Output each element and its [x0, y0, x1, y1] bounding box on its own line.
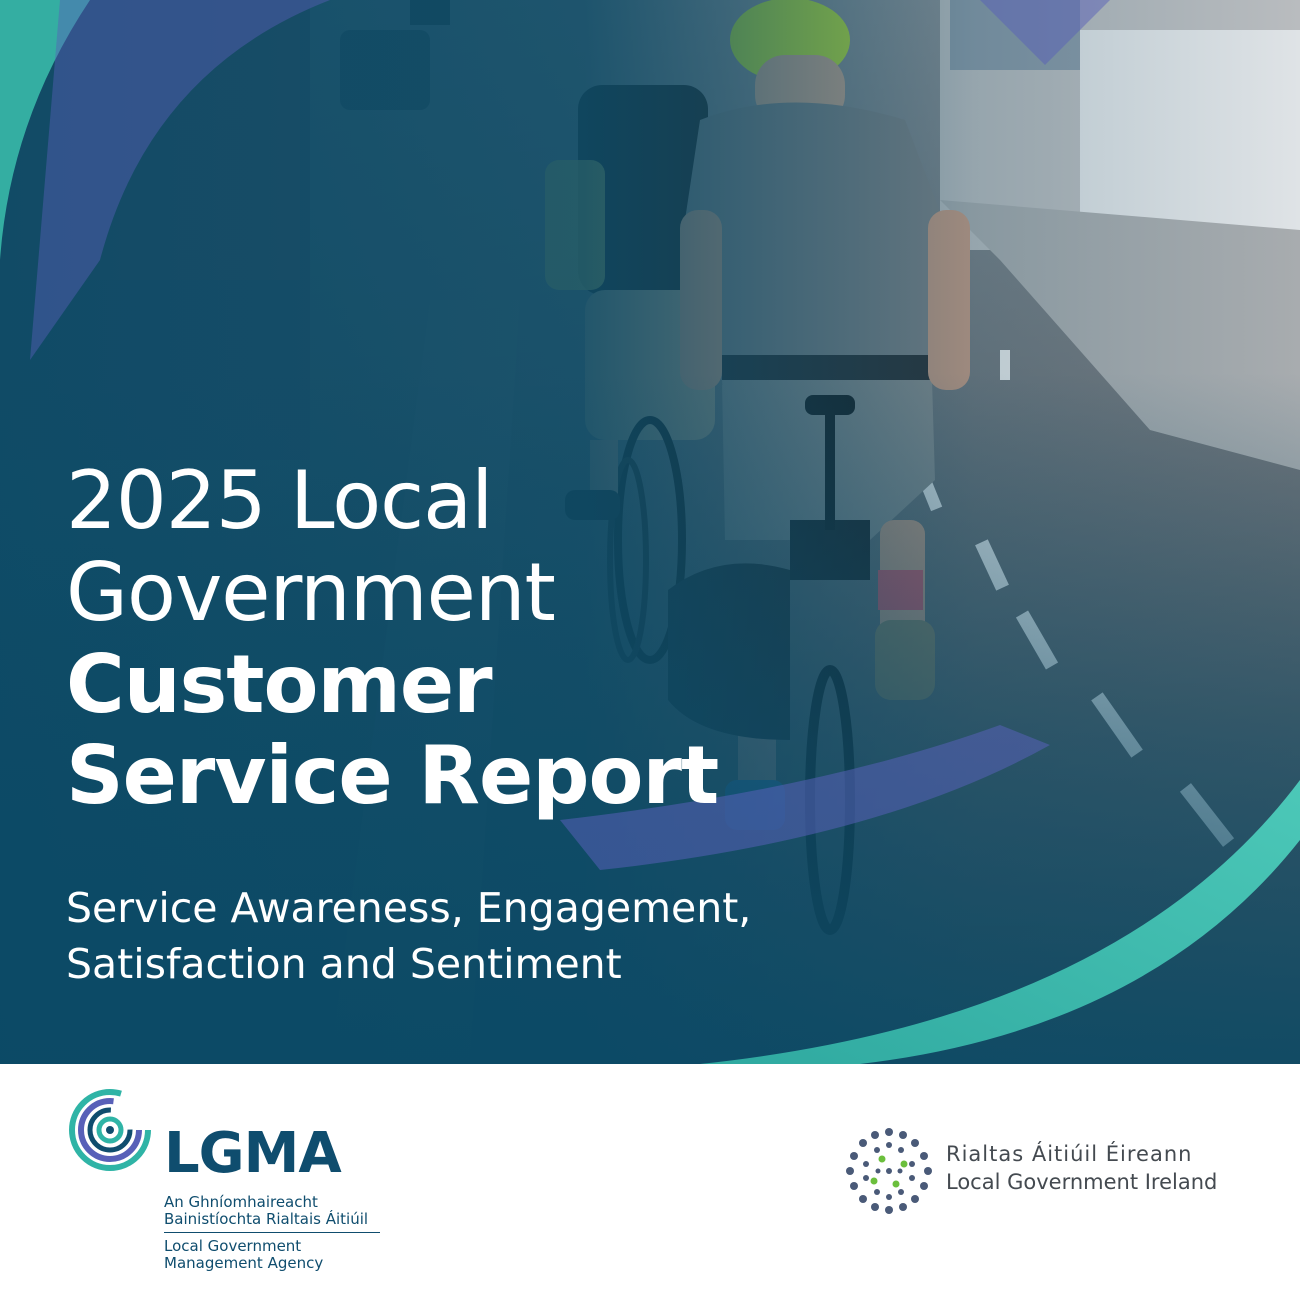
lgma-name-english: Local Government Management Agency [164, 1238, 394, 1272]
cover-hero: 2025 Local Government Customer Service R… [0, 0, 1300, 1064]
teal-arc [700, 780, 1300, 1064]
lgi-name-irish: Rialtas Áitiúil Éireann [946, 1142, 1193, 1166]
title-line-2: Government [66, 546, 556, 639]
subtitle-line-2: Satisfaction and Sentiment [66, 940, 622, 988]
lgi-dots-icon [846, 1128, 932, 1214]
lgma-name-irish-line-2: Bainistíochta Rialtais Áitiúil [164, 1210, 369, 1228]
title-line-1: 2025 Local [66, 454, 493, 547]
lgma-name-irish: An Ghníomhaireacht Bainistíochta Rialtai… [164, 1194, 394, 1228]
cover-footer [0, 1064, 1300, 1300]
lgma-name-english-line-2: Management Agency [164, 1254, 324, 1272]
violet-arc [560, 725, 1050, 870]
lgi-name-english: Local Government Ireland [946, 1170, 1218, 1194]
cyclists-photo [0, 0, 1300, 1064]
subtitle-line-1: Service Awareness, Engagement, [66, 884, 752, 932]
top-left-arc [0, 0, 90, 260]
lgma-name-english-line-1: Local Government [164, 1237, 302, 1255]
lgma-name-irish-line-1: An Ghníomhaireacht [164, 1193, 318, 1211]
lgma-divider [164, 1232, 380, 1233]
violet-arc-top [30, 0, 330, 360]
lgma-acronym: LGMA [164, 1121, 342, 1186]
report-title: 2025 Local Government Customer Service R… [66, 454, 719, 822]
lgi-wordmark: Rialtas Áitiúil Éireann Local Government… [946, 1140, 1266, 1196]
report-subtitle: Service Awareness, Engagement, Satisfact… [66, 880, 751, 992]
title-line-4: Service Report [66, 729, 719, 822]
title-line-3: Customer [66, 638, 493, 731]
lgma-spiral-icon [69, 1089, 151, 1171]
